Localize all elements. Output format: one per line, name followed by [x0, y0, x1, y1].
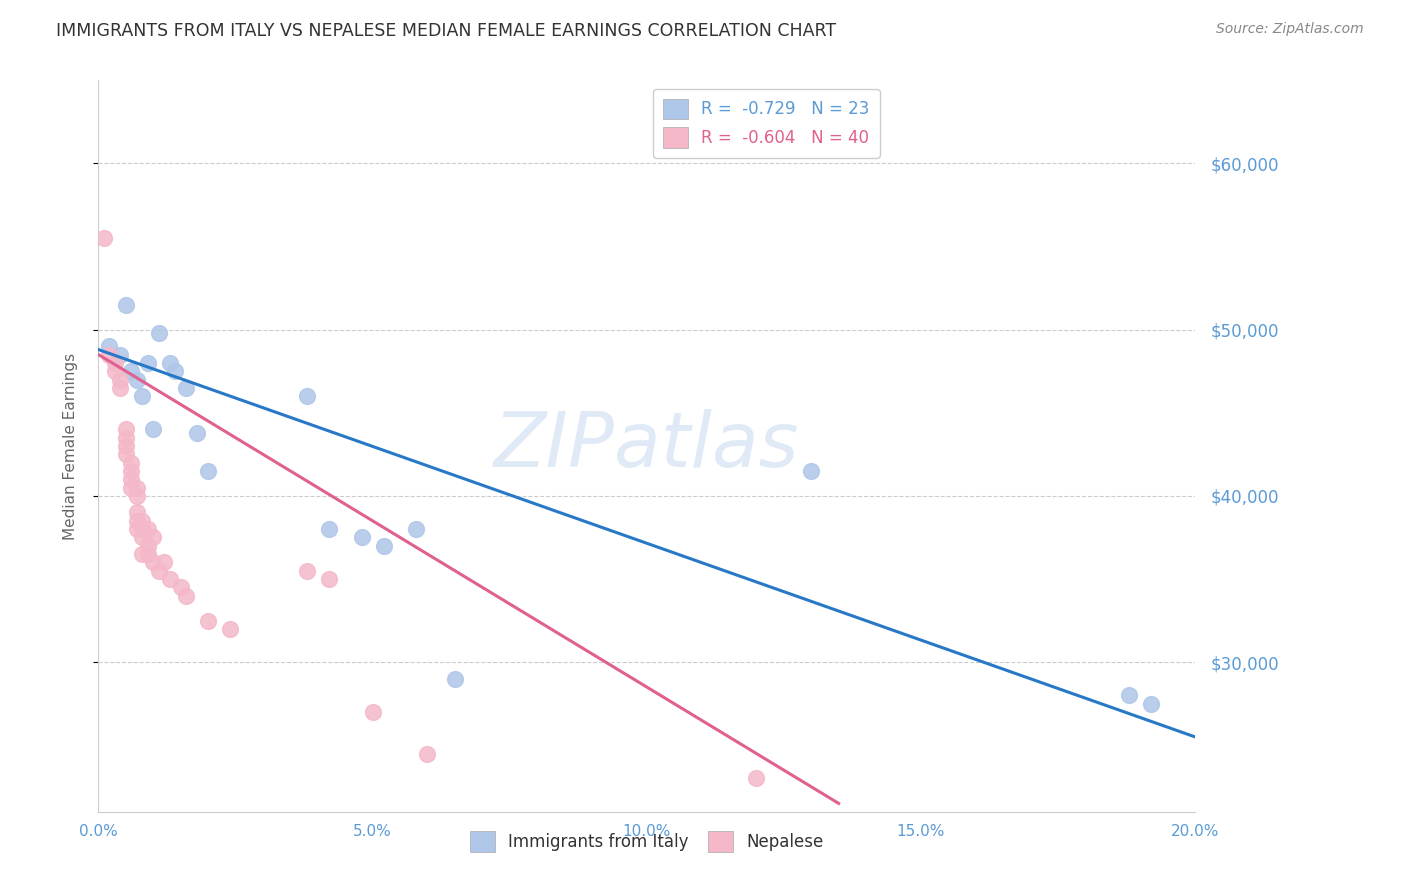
- Point: [295, 389, 318, 403]
- Point: [98, 348, 121, 362]
- Point: [444, 672, 467, 686]
- Point: [318, 522, 340, 536]
- Point: [416, 747, 439, 761]
- Point: [131, 547, 153, 561]
- Point: [373, 539, 395, 553]
- Point: [125, 506, 148, 520]
- Point: [110, 348, 132, 362]
- Point: [197, 464, 219, 478]
- Point: [98, 339, 121, 353]
- Point: [115, 298, 138, 312]
- Point: [110, 381, 132, 395]
- Point: [148, 326, 170, 340]
- Point: [174, 589, 197, 603]
- Point: [136, 356, 159, 370]
- Point: [153, 555, 176, 569]
- Text: ZIPatlas: ZIPatlas: [494, 409, 800, 483]
- Point: [361, 705, 384, 719]
- Point: [131, 522, 153, 536]
- Point: [142, 555, 165, 569]
- Point: [136, 522, 159, 536]
- Point: [120, 464, 142, 478]
- Point: [115, 447, 138, 461]
- Point: [93, 231, 115, 245]
- Point: [125, 522, 148, 536]
- Point: [800, 464, 823, 478]
- Point: [170, 580, 193, 594]
- Point: [125, 481, 148, 495]
- Point: [120, 481, 142, 495]
- Point: [131, 389, 153, 403]
- Point: [110, 372, 132, 386]
- Point: [136, 539, 159, 553]
- Point: [104, 364, 127, 378]
- Point: [148, 564, 170, 578]
- Point: [1140, 697, 1163, 711]
- Point: [197, 614, 219, 628]
- Point: [174, 381, 197, 395]
- Point: [186, 425, 208, 440]
- Point: [318, 572, 340, 586]
- Point: [165, 364, 187, 378]
- Point: [219, 622, 242, 636]
- Point: [1118, 689, 1140, 703]
- Point: [131, 530, 153, 544]
- Point: [295, 564, 318, 578]
- Text: Source: ZipAtlas.com: Source: ZipAtlas.com: [1216, 22, 1364, 37]
- Point: [350, 530, 373, 544]
- Point: [125, 372, 148, 386]
- Point: [115, 422, 138, 436]
- Point: [405, 522, 427, 536]
- Point: [131, 514, 153, 528]
- Text: IMMIGRANTS FROM ITALY VS NEPALESE MEDIAN FEMALE EARNINGS CORRELATION CHART: IMMIGRANTS FROM ITALY VS NEPALESE MEDIAN…: [56, 22, 837, 40]
- Point: [120, 364, 142, 378]
- Point: [125, 489, 148, 503]
- Point: [142, 530, 165, 544]
- Point: [745, 772, 768, 786]
- Point: [125, 514, 148, 528]
- Y-axis label: Median Female Earnings: Median Female Earnings: [63, 352, 77, 540]
- Point: [159, 356, 181, 370]
- Point: [120, 472, 142, 486]
- Point: [104, 356, 127, 370]
- Point: [136, 547, 159, 561]
- Point: [120, 456, 142, 470]
- Point: [115, 431, 138, 445]
- Point: [159, 572, 181, 586]
- Point: [115, 439, 138, 453]
- Point: [142, 422, 165, 436]
- Legend: Immigrants from Italy, Nepalese: Immigrants from Italy, Nepalese: [463, 824, 831, 858]
